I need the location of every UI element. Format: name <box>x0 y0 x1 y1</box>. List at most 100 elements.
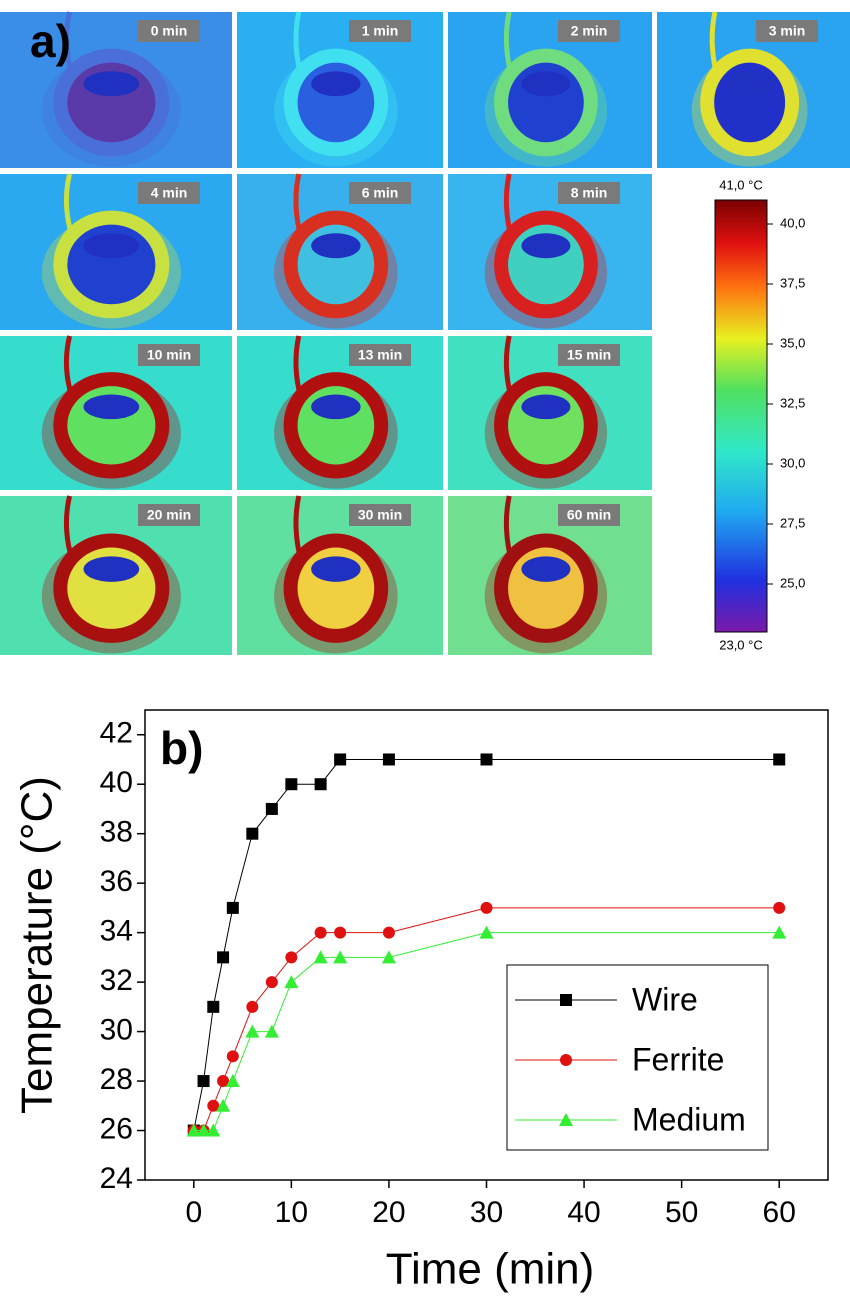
opening <box>726 71 773 97</box>
thermal-frame: 13 min <box>237 335 443 490</box>
y-axis-title: Temperature (°C) <box>13 776 62 1114</box>
time-label-bg <box>138 504 200 526</box>
y-tick-label: 38 <box>100 816 133 849</box>
marker <box>313 950 328 964</box>
marker <box>226 1050 239 1063</box>
marker <box>773 901 786 914</box>
ring <box>53 210 170 319</box>
marker <box>264 1024 279 1038</box>
thermal-frame: 3 min <box>657 11 850 168</box>
x-tick-label: 0 <box>185 1196 202 1229</box>
y-tick-label: 42 <box>100 717 133 750</box>
marker <box>216 1098 231 1112</box>
time-label-bg <box>756 20 818 42</box>
time-label-bg <box>558 504 620 526</box>
legend-label: Medium <box>632 1101 746 1137</box>
ring <box>494 533 598 643</box>
time-label-bg <box>558 20 620 42</box>
legend-box <box>506 964 769 1151</box>
time-label: 8 min <box>571 185 608 201</box>
marker <box>382 753 395 766</box>
colorbar-tick-label: 35,0 <box>780 335 805 350</box>
time-label-bg <box>138 20 200 42</box>
x-axis-title: Time (min) <box>386 1245 595 1294</box>
marker <box>334 753 347 766</box>
opening <box>521 556 571 582</box>
y-tick-label: 24 <box>100 1162 133 1195</box>
time-label: 30 min <box>358 507 402 523</box>
y-tick-label: 26 <box>100 1112 133 1145</box>
marker <box>217 951 230 964</box>
thermal-frame: 1 min <box>237 11 443 168</box>
x-tick-label: 30 <box>470 1196 503 1229</box>
marker <box>207 1000 220 1013</box>
time-label: 3 min <box>769 23 806 39</box>
ring <box>53 48 170 157</box>
ring <box>494 210 598 319</box>
marker <box>285 951 298 964</box>
ring <box>700 48 800 157</box>
marker <box>246 1000 259 1013</box>
marker <box>284 975 299 989</box>
panel-label: b) <box>160 722 203 774</box>
time-label: 15 min <box>567 347 611 363</box>
ring <box>53 372 170 479</box>
thermal-frame: 15 min <box>448 335 652 490</box>
marker <box>382 926 395 939</box>
opening <box>83 394 140 420</box>
opening <box>521 233 571 259</box>
time-label: 13 min <box>358 347 402 363</box>
colorbar-tick-label: 27,5 <box>780 515 805 530</box>
time-label-bg <box>349 182 411 204</box>
x-tick-label: 60 <box>763 1196 796 1229</box>
colorbar <box>714 199 768 633</box>
marker <box>265 802 278 815</box>
marker <box>197 1075 210 1088</box>
marker <box>245 1024 260 1038</box>
time-label-bg <box>558 344 620 366</box>
time-label: 0 min <box>151 23 188 39</box>
ring <box>494 48 598 157</box>
thermal-frame: 2 min <box>448 11 652 168</box>
y-tick-label: 30 <box>100 1014 133 1047</box>
time-label-bg <box>349 20 411 42</box>
x-tick-label: 20 <box>372 1196 405 1229</box>
thermal-frame: 60 min <box>448 495 652 655</box>
opening <box>311 233 361 259</box>
ring <box>283 210 389 319</box>
x-tick-label: 10 <box>275 1196 308 1229</box>
legend-label: Wire <box>632 981 698 1017</box>
marker <box>265 976 278 989</box>
marker <box>381 950 396 964</box>
time-label: 20 min <box>147 507 191 523</box>
ring <box>283 48 389 157</box>
marker <box>226 901 239 914</box>
ring <box>494 372 598 479</box>
thermal-frame: 8 min <box>448 173 652 330</box>
time-label-bg <box>349 504 411 526</box>
marker <box>772 925 787 939</box>
opening <box>521 71 571 97</box>
colorbar-tick-label: 40,0 <box>780 215 805 230</box>
colorbar-tick-label: 25,0 <box>780 575 805 590</box>
marker <box>333 950 348 964</box>
y-tick-label: 34 <box>100 915 133 948</box>
y-tick-label: 36 <box>100 865 133 898</box>
marker <box>225 1074 240 1088</box>
time-label: 60 min <box>567 507 611 523</box>
ring <box>53 533 170 643</box>
legend-label: Ferrite <box>632 1041 724 1077</box>
x-tick-label: 40 <box>567 1196 600 1229</box>
marker <box>560 1054 572 1066</box>
opening <box>83 233 140 259</box>
y-tick-label: 28 <box>100 1063 133 1096</box>
opening <box>521 394 571 420</box>
time-label: 1 min <box>362 23 399 39</box>
colorbar-min: 23,0 °C <box>719 637 763 652</box>
time-label: 2 min <box>571 23 608 39</box>
thermal-frame: 6 min <box>237 173 443 330</box>
thermal-frame: 4 min <box>0 173 232 330</box>
marker <box>560 994 572 1006</box>
time-label: 4 min <box>151 185 188 201</box>
